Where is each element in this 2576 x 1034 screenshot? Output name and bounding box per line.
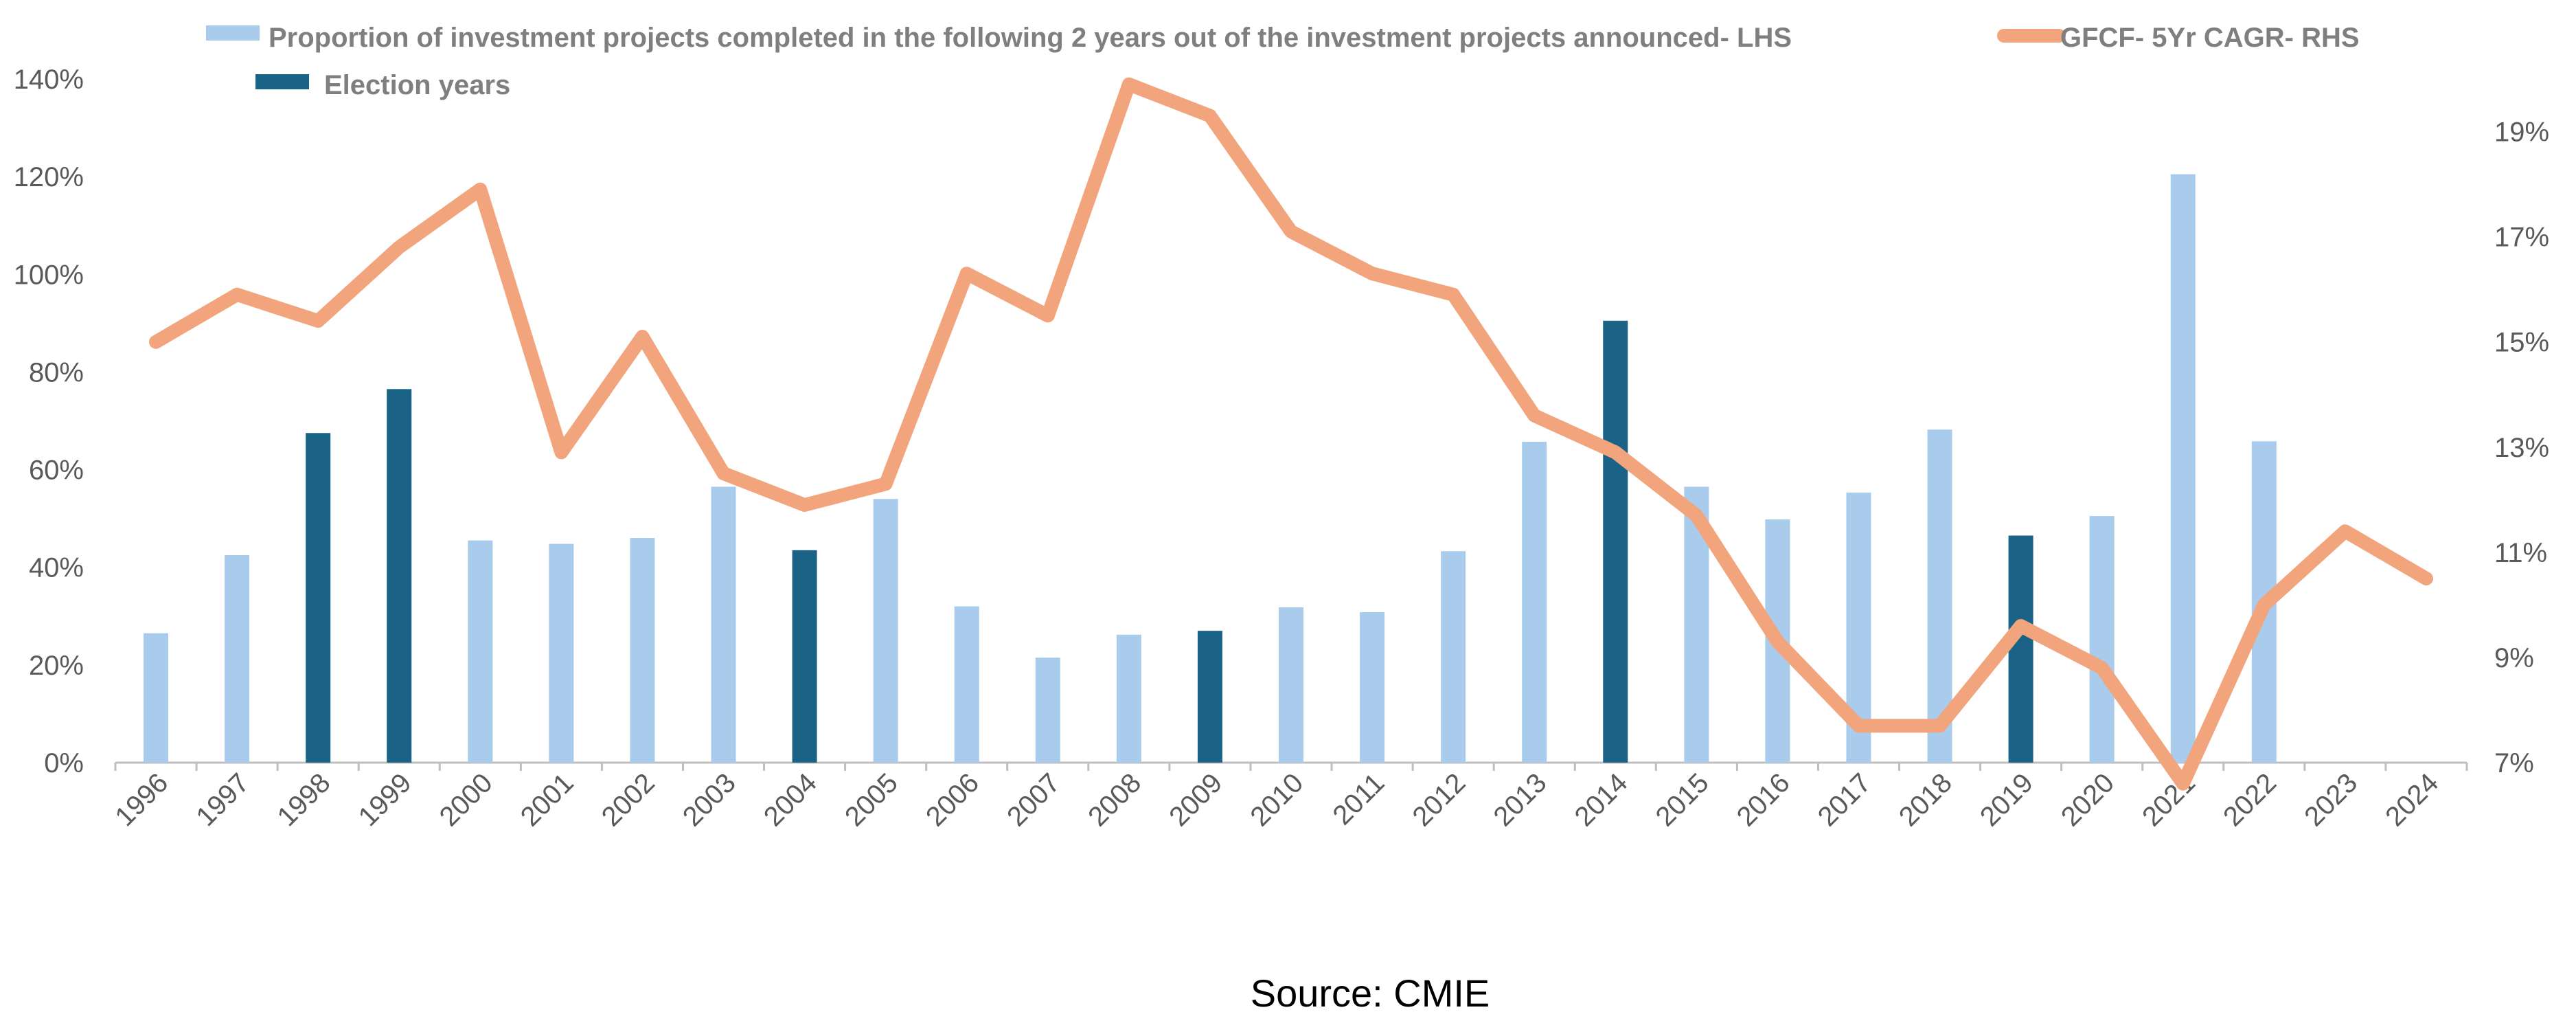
x-tick-label: 1997 — [190, 767, 255, 832]
x-tick-label: 2011 — [1327, 767, 1390, 831]
x-tick-label: 2018 — [1893, 767, 1958, 832]
y-left-tick-label: 60% — [29, 456, 84, 486]
source-note: Source: CMIE — [1251, 971, 1490, 1015]
x-tick-label: 2016 — [1731, 767, 1796, 832]
gfcf-cagr-line — [149, 77, 2433, 791]
election-year-bar — [1603, 320, 1628, 763]
y-left-tick-label: 100% — [14, 260, 84, 290]
y-right-tick-label: 13% — [2494, 433, 2549, 463]
proportion-bar — [630, 538, 655, 763]
y-right-tick-label: 19% — [2494, 117, 2549, 148]
x-tick-label: 2013 — [1488, 767, 1553, 832]
proportion-bar — [144, 633, 169, 763]
x-tick-label: 2014 — [1569, 767, 1634, 832]
x-tick-label: 2012 — [1406, 767, 1471, 832]
y-right-tick-label: 15% — [2494, 328, 2549, 358]
y-left-tick-label: 40% — [29, 553, 84, 583]
election-year-bar — [1197, 631, 1222, 763]
y-right-tick-label: 7% — [2494, 748, 2534, 778]
proportion-bar — [1441, 551, 1466, 763]
y-left-tick-label: 120% — [14, 162, 84, 192]
y-right-tick-label: 17% — [2494, 223, 2549, 253]
x-tick-label: 2019 — [1974, 767, 2039, 832]
x-tick-label: 2004 — [758, 767, 823, 832]
proportion-bar — [549, 543, 574, 763]
proportion-bar — [1279, 607, 1303, 763]
line-series — [149, 77, 2433, 791]
x-tick-label: 1998 — [272, 767, 337, 832]
y-left-tick-label: 0% — [44, 748, 84, 778]
bar-series — [144, 174, 2277, 763]
x-tick-label: 2024 — [2380, 767, 2444, 832]
proportion-bar — [873, 499, 898, 763]
x-tick-label: 2002 — [596, 767, 661, 832]
x-tick-label: 2022 — [2218, 767, 2282, 832]
proportion-bar — [1116, 634, 1141, 763]
y-left-tick-label: 20% — [29, 651, 84, 681]
proportion-bar — [1522, 442, 1547, 763]
proportion-bar — [468, 540, 493, 763]
election-year-bar — [792, 550, 817, 763]
legend-label-gfcf: GFCF- 5Yr CAGR- RHS — [2060, 23, 2360, 53]
x-tick-label: 1996 — [109, 767, 174, 832]
proportion-bar — [1035, 658, 1060, 763]
x-tick-label: 2006 — [920, 767, 985, 832]
x-tick-label: 2015 — [1650, 767, 1715, 832]
legend-label-election: Election years — [324, 70, 510, 100]
y-right-tick-label: 9% — [2494, 643, 2534, 673]
proportion-bar — [1360, 612, 1385, 763]
election-year-bar — [2008, 535, 2033, 763]
election-year-bar — [306, 433, 331, 763]
x-tick-label: 2008 — [1082, 767, 1147, 832]
legend: Proportion of investment projects comple… — [206, 23, 2360, 100]
proportion-bar — [954, 606, 979, 763]
x-tick-label: 2020 — [2055, 767, 2120, 832]
proportion-bar — [2170, 174, 2196, 763]
x-tick-label: 2003 — [677, 767, 742, 832]
legend-label-proportion: Proportion of investment projects comple… — [269, 23, 1792, 53]
x-tick-label: 2023 — [2299, 767, 2363, 832]
proportion-bar — [225, 554, 250, 763]
x-tick-label: 2001 — [515, 767, 580, 832]
proportion-bar — [2089, 516, 2115, 763]
x-tick-label: 2005 — [839, 767, 904, 832]
election-year-bar — [387, 389, 412, 763]
y-left-tick-label: 140% — [14, 65, 84, 95]
legend-swatch-election — [255, 74, 309, 89]
x-tick-label: 2010 — [1244, 767, 1309, 832]
x-tick-label: 1999 — [353, 767, 418, 832]
x-tick-label: 2009 — [1163, 767, 1228, 832]
y-left-tick-label: 80% — [29, 357, 84, 387]
x-tick-label: 2000 — [434, 767, 499, 832]
x-tick-label: 2007 — [1001, 767, 1066, 832]
legend-swatch-proportion — [206, 25, 260, 41]
proportion-bar — [711, 486, 736, 763]
x-tick-label: 2017 — [1812, 767, 1877, 832]
y-right-tick-label: 11% — [2494, 538, 2547, 568]
